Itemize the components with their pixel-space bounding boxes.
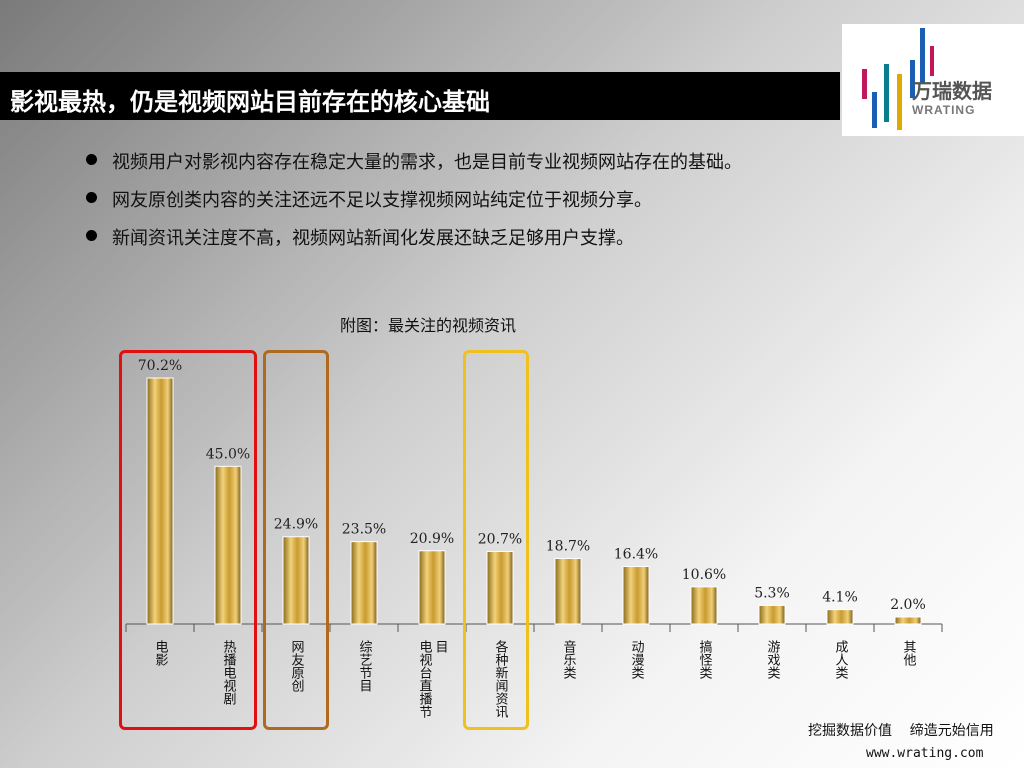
category-tick-label: 热播电视剧 (221, 640, 237, 705)
data-label: 20.7% (478, 531, 522, 547)
bullet-text: 视频用户对影视内容存在稳定大量的需求，也是目前专业视频网站存在的基础。 (112, 152, 742, 173)
logo-bars-icon: 万瑞数据 WRATING (862, 28, 992, 130)
data-label: 24.9% (274, 517, 318, 533)
category-tick-label: 成人类 (833, 640, 849, 679)
bullet-item: 网友原创类内容的关注还远不足以支撑视频网站纯定位于视频分享。 (84, 186, 742, 224)
bullet-item: 视频用户对影视内容存在稳定大量的需求，也是目前专业视频网站存在的基础。 (84, 148, 742, 186)
bar (214, 465, 242, 625)
wrating-logo: 万瑞数据 WRATING (842, 24, 1024, 136)
data-label: 20.9% (410, 531, 454, 547)
category-tick-label: 电视台直播节 (417, 640, 433, 718)
highlight-frame-movie-tv (119, 350, 257, 730)
category-tick-label: 网友原创 (289, 640, 305, 692)
bar (418, 550, 446, 625)
category-tick-label: 搞怪类 (697, 639, 713, 679)
bar (350, 541, 378, 625)
bar (894, 616, 922, 625)
category-tick-label: 动漫类 (629, 640, 645, 679)
bullet-item: 新闻资讯关注度不高，视频网站新闻化发展还缺乏足够用户支撑。 (84, 224, 742, 262)
data-label: 23.5% (342, 522, 386, 538)
bullet-dot-icon (86, 192, 97, 203)
bullet-list: 视频用户对影视内容存在稳定大量的需求，也是目前专业视频网站存在的基础。 网友原创… (84, 148, 742, 262)
bullet-dot-icon (86, 154, 97, 165)
title-bar: 影视最热，仍是视频网站目前存在的核心基础 (0, 72, 840, 120)
bar (282, 536, 310, 625)
bar (146, 377, 174, 625)
category-tick-label: 其他 (901, 640, 917, 667)
bar (758, 604, 786, 625)
data-label: 5.3% (754, 585, 790, 601)
bullet-text: 新闻资讯关注度不高，视频网站新闻化发展还缺乏足够用户支撑。 (112, 228, 634, 249)
page-title: 影视最热，仍是视频网站目前存在的核心基础 (10, 87, 490, 116)
category-tick-label: 音乐类 (561, 639, 577, 679)
footer-slogan: 挖掘数据价值 缔造元始信用 (808, 723, 994, 739)
category-tick-label: 电影 (153, 640, 169, 666)
data-label: 16.4% (614, 547, 658, 563)
bar (486, 550, 514, 625)
bullet-text: 网友原创类内容的关注还远不足以支撑视频网站纯定位于视频分享。 (112, 190, 652, 211)
logo-text-en: WRATING (912, 103, 975, 117)
data-label: 18.7% (546, 538, 590, 554)
highlight-frame-original (263, 350, 329, 730)
chart-caption: 附图：最关注的视频资讯 (340, 316, 517, 335)
bar (554, 557, 582, 625)
bar (690, 586, 718, 625)
data-label: 45.0% (206, 446, 250, 462)
highlight-frame-news (463, 350, 529, 730)
category-tick-label: 目 (433, 640, 448, 653)
category-tick-label: 游戏类 (765, 640, 781, 679)
bullet-dot-icon (86, 230, 97, 241)
data-label: 4.1% (822, 590, 858, 606)
data-label: 70.2% (138, 358, 182, 374)
logo-text-cn: 万瑞数据 (911, 79, 992, 103)
data-label: 10.6% (682, 567, 726, 583)
category-tick-label: 综艺节目 (357, 640, 373, 692)
category-tick-label: 各种新闻资讯 (493, 639, 509, 719)
bar (622, 566, 650, 625)
bar (826, 609, 854, 625)
data-label: 2.0% (890, 597, 926, 613)
footer-url: www.wrating.com (866, 746, 984, 761)
